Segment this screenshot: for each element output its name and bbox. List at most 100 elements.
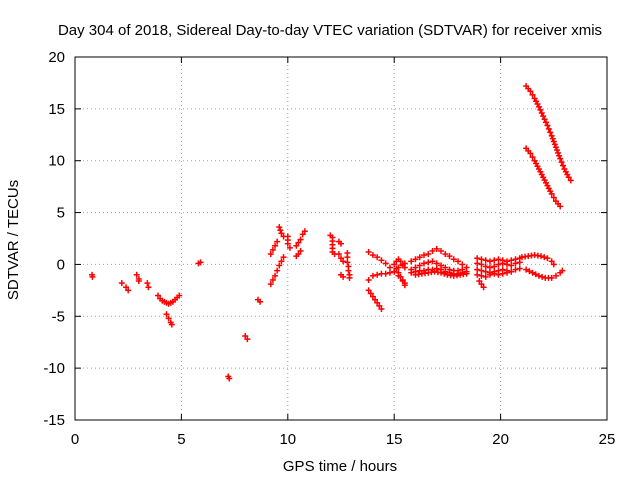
data-point — [382, 270, 389, 277]
data-point — [125, 287, 132, 294]
data-point — [474, 271, 481, 278]
data-point — [555, 149, 562, 156]
data-point — [378, 306, 385, 313]
x-tick-label: 20 — [492, 431, 509, 448]
data-point — [340, 273, 347, 280]
data-point — [276, 224, 283, 231]
data-point — [425, 259, 432, 266]
y-tick-label: 0 — [57, 256, 65, 273]
data-point — [558, 159, 565, 166]
data-point — [453, 272, 460, 279]
data-point — [386, 269, 393, 276]
data-point — [495, 261, 502, 268]
data-point — [476, 278, 483, 285]
data-point — [269, 246, 276, 253]
data-point — [508, 268, 515, 275]
chart-title: Day 304 of 2018, Sidereal Day-to-day VTE… — [58, 22, 602, 39]
data-point — [335, 251, 342, 258]
data-point — [401, 282, 408, 289]
data-point — [267, 281, 274, 288]
data-point — [434, 269, 441, 276]
data-point — [374, 271, 381, 278]
data-point — [446, 253, 453, 260]
data-point — [420, 252, 427, 259]
y-axis-tick-labels: -15 -10 -5 0 5 10 15 20 — [43, 49, 65, 429]
data-point — [516, 265, 523, 272]
data-point — [512, 266, 519, 273]
data-point — [278, 258, 285, 265]
data-point — [374, 299, 381, 306]
data-point — [369, 252, 376, 259]
data-point — [376, 302, 383, 309]
data-point — [442, 251, 449, 258]
data-point — [425, 251, 432, 258]
x-tick-label: 25 — [599, 431, 616, 448]
data-point — [529, 154, 536, 161]
data-point — [545, 125, 552, 132]
data-point — [369, 272, 376, 279]
y-axis-label: SDTVAR / TECUs — [5, 180, 22, 300]
data-point — [478, 256, 485, 263]
data-point — [552, 144, 559, 151]
data-point — [226, 375, 233, 382]
data-point — [395, 269, 402, 276]
x-tick-label: 5 — [177, 431, 185, 448]
data-point — [447, 272, 454, 279]
data-point — [274, 267, 281, 274]
data-point — [550, 261, 557, 268]
data-point — [548, 258, 555, 265]
data-point — [529, 269, 536, 276]
data-point — [480, 284, 487, 291]
data-point — [559, 267, 566, 274]
data-point — [538, 110, 545, 117]
data-point — [478, 281, 485, 288]
data-point — [541, 116, 548, 123]
data-point — [555, 200, 562, 207]
data-point — [474, 255, 481, 262]
data-point — [345, 267, 352, 274]
data-point — [367, 290, 374, 297]
data-point — [197, 259, 204, 266]
data-point — [278, 230, 285, 237]
y-tick-label: -15 — [43, 412, 65, 429]
data-point — [145, 284, 152, 291]
y-tick-label: 20 — [48, 49, 65, 66]
data-point — [272, 242, 279, 249]
data-point — [416, 262, 423, 269]
x-tick-label: 15 — [386, 431, 403, 448]
data-point — [276, 262, 283, 269]
data-point — [272, 272, 279, 279]
data-point — [491, 263, 498, 270]
data-point — [495, 271, 502, 278]
data-point — [523, 266, 530, 273]
data-point — [420, 260, 427, 267]
data-point — [544, 122, 551, 129]
data-point — [459, 261, 466, 268]
data-point — [482, 268, 489, 275]
data-point — [415, 271, 422, 278]
data-point — [269, 276, 276, 283]
data-point — [495, 256, 502, 263]
data-point — [346, 274, 353, 281]
data-point — [525, 147, 532, 154]
data-point — [408, 269, 415, 276]
data-point — [567, 177, 574, 184]
data-point — [391, 261, 398, 268]
data-point — [168, 321, 175, 328]
data-point — [557, 155, 564, 162]
x-tick-label: 10 — [279, 431, 296, 448]
data-point — [274, 238, 281, 245]
data-point — [293, 242, 300, 249]
y-tick-label: 10 — [48, 153, 65, 170]
data-point — [545, 274, 552, 281]
data-point — [474, 266, 481, 273]
data-point — [299, 231, 306, 238]
data-point — [295, 251, 302, 258]
data-point — [556, 152, 563, 159]
data-point — [491, 257, 498, 264]
data-point — [478, 272, 485, 279]
data-point — [286, 244, 293, 251]
data-point — [422, 270, 429, 277]
data-point — [284, 237, 291, 244]
